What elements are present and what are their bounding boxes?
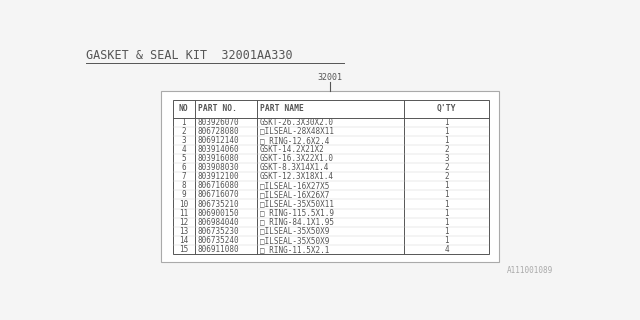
Text: 1: 1 bbox=[444, 136, 449, 145]
Text: □ILSEAL-35X50X9: □ILSEAL-35X50X9 bbox=[260, 227, 329, 236]
Text: 806900150: 806900150 bbox=[198, 209, 239, 218]
Text: 1: 1 bbox=[444, 118, 449, 127]
Text: 806716080: 806716080 bbox=[198, 181, 239, 190]
Text: 1: 1 bbox=[444, 236, 449, 245]
Text: □ RING-115.5X1.9: □ RING-115.5X1.9 bbox=[260, 209, 334, 218]
Text: 2: 2 bbox=[444, 172, 449, 181]
Text: 2: 2 bbox=[444, 145, 449, 154]
Text: 13: 13 bbox=[179, 227, 188, 236]
Text: 803908030: 803908030 bbox=[198, 163, 239, 172]
Text: □ILSEAL-16X26X7: □ILSEAL-16X26X7 bbox=[260, 190, 329, 199]
Text: 803914060: 803914060 bbox=[198, 145, 239, 154]
Text: □ILSEAL-35X50X11: □ILSEAL-35X50X11 bbox=[260, 200, 334, 209]
Text: □ RING-12.6X2.4: □ RING-12.6X2.4 bbox=[260, 136, 329, 145]
Text: 806735240: 806735240 bbox=[198, 236, 239, 245]
Text: GSKT-8.3X14X1.4: GSKT-8.3X14X1.4 bbox=[260, 163, 329, 172]
Text: A111001089: A111001089 bbox=[506, 266, 553, 275]
Text: 4: 4 bbox=[182, 145, 186, 154]
Text: 806735230: 806735230 bbox=[198, 227, 239, 236]
Text: 806912140: 806912140 bbox=[198, 136, 239, 145]
Text: 10: 10 bbox=[179, 200, 188, 209]
Text: 803912100: 803912100 bbox=[198, 172, 239, 181]
Text: GSKT-12.3X18X1.4: GSKT-12.3X18X1.4 bbox=[260, 172, 334, 181]
Text: 803916080: 803916080 bbox=[198, 154, 239, 163]
Text: 1: 1 bbox=[444, 190, 449, 199]
Text: GSKT-26.3X30X2.0: GSKT-26.3X30X2.0 bbox=[260, 118, 334, 127]
Text: 1: 1 bbox=[444, 127, 449, 136]
Text: 14: 14 bbox=[179, 236, 188, 245]
Text: 2: 2 bbox=[444, 163, 449, 172]
Text: 1: 1 bbox=[444, 181, 449, 190]
Text: 806911080: 806911080 bbox=[198, 245, 239, 254]
Text: 7: 7 bbox=[182, 172, 186, 181]
Text: GSKT-16.3X22X1.0: GSKT-16.3X22X1.0 bbox=[260, 154, 334, 163]
Text: 1: 1 bbox=[444, 218, 449, 227]
Bar bbox=[161, 91, 499, 262]
Text: 15: 15 bbox=[179, 245, 188, 254]
Bar bbox=[173, 100, 489, 254]
Text: 3: 3 bbox=[444, 154, 449, 163]
Text: GSKT-14.2X21X2: GSKT-14.2X21X2 bbox=[260, 145, 324, 154]
Text: 806728080: 806728080 bbox=[198, 127, 239, 136]
Text: 1: 1 bbox=[444, 227, 449, 236]
Text: NO: NO bbox=[179, 104, 189, 113]
Text: □ILSEAL-28X48X11: □ILSEAL-28X48X11 bbox=[260, 127, 334, 136]
Text: □ILSEAL-16X27X5: □ILSEAL-16X27X5 bbox=[260, 181, 329, 190]
Text: □ RING-84.1X1.95: □ RING-84.1X1.95 bbox=[260, 218, 334, 227]
Text: 806735210: 806735210 bbox=[198, 200, 239, 209]
Text: 6: 6 bbox=[182, 163, 186, 172]
Text: 8: 8 bbox=[182, 181, 186, 190]
Text: 9: 9 bbox=[182, 190, 186, 199]
Text: 5: 5 bbox=[182, 154, 186, 163]
Text: 12: 12 bbox=[179, 218, 188, 227]
Text: □ RING-11.5X2.1: □ RING-11.5X2.1 bbox=[260, 245, 329, 254]
Text: 32001: 32001 bbox=[318, 73, 343, 82]
Text: □ILSEAL-35X50X9: □ILSEAL-35X50X9 bbox=[260, 236, 329, 245]
Text: 1: 1 bbox=[444, 200, 449, 209]
Text: 4: 4 bbox=[444, 245, 449, 254]
Text: PART NAME: PART NAME bbox=[260, 104, 303, 113]
Text: 806984040: 806984040 bbox=[198, 218, 239, 227]
Text: Q'TY: Q'TY bbox=[437, 104, 456, 113]
Text: 1: 1 bbox=[182, 118, 186, 127]
Text: 806716070: 806716070 bbox=[198, 190, 239, 199]
Text: 1: 1 bbox=[444, 209, 449, 218]
Text: GASKET & SEAL KIT  32001AA330: GASKET & SEAL KIT 32001AA330 bbox=[86, 49, 293, 62]
Text: PART NO.: PART NO. bbox=[198, 104, 237, 113]
Text: 3: 3 bbox=[182, 136, 186, 145]
Text: 11: 11 bbox=[179, 209, 188, 218]
Text: 2: 2 bbox=[182, 127, 186, 136]
Text: 803926070: 803926070 bbox=[198, 118, 239, 127]
